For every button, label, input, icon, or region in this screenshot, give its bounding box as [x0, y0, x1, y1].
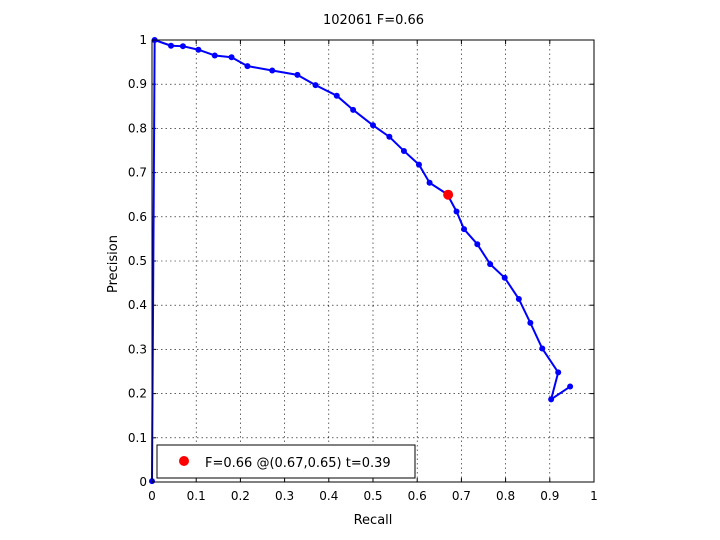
x-tick-label: 1 — [590, 489, 598, 503]
chart-title: 102061 F=0.66 — [323, 13, 424, 28]
pr-curve-point — [400, 147, 407, 154]
pr-curve-point — [294, 71, 301, 78]
y-tick-label: 0.9 — [128, 77, 147, 91]
x-tick-label: 0.1 — [187, 489, 206, 503]
x-tick-label: 0.7 — [452, 489, 471, 503]
y-tick-label: 0.4 — [128, 298, 147, 312]
best-f-point — [443, 189, 454, 200]
y-tick-labels: 0 0.1 0.2 0.3 0.4 0.5 0.6 0.7 0.8 0.9 1 — [128, 33, 147, 489]
pr-curve-point — [567, 383, 574, 390]
pr-curve-point — [515, 296, 522, 303]
x-tick-label: 0.5 — [363, 489, 382, 503]
grid — [152, 40, 594, 482]
pr-curve-point — [415, 161, 422, 168]
pr-curve-point — [386, 133, 393, 140]
y-tick-label: 0.7 — [128, 166, 147, 180]
x-tick-label: 0.2 — [231, 489, 250, 503]
pr-curve-point — [370, 122, 376, 129]
x-tick-label: 0 — [148, 489, 156, 503]
pr-curve-point — [426, 179, 433, 186]
pr-curve-point — [312, 82, 319, 89]
legend-label: F=0.66 @(0.67,0.65) t=0.39 — [205, 456, 391, 471]
pr-curve-point — [228, 54, 235, 61]
pr-curve-point — [487, 261, 494, 268]
x-tick-label: 0.9 — [540, 489, 559, 503]
y-tick-label: 0.5 — [128, 254, 147, 268]
pr-curve-point — [474, 241, 481, 248]
pr-curve-point — [333, 92, 340, 99]
pr-curve-point — [555, 369, 562, 376]
y-axis-label: Precision — [106, 235, 121, 293]
x-axis-label: Recall — [354, 513, 393, 528]
pr-curve-point — [527, 319, 534, 326]
x-tick-labels: 0 0.1 0.2 0.3 0.4 0.5 0.6 0.7 0.8 0.9 1 — [148, 489, 598, 503]
y-tick-label: 0.1 — [128, 431, 147, 445]
y-tick-label: 0.2 — [128, 387, 147, 401]
pr-curve-point — [350, 106, 357, 113]
pr-curve-point — [244, 63, 251, 70]
pr-curve-point — [211, 52, 218, 59]
pr-curve-point — [548, 396, 555, 403]
legend-box — [156, 444, 416, 479]
pr-curve-point — [179, 43, 186, 50]
series-layer — [149, 37, 574, 485]
y-tick-label: 0.8 — [128, 121, 147, 135]
pr-curve-point — [195, 46, 202, 53]
pr-curve-point — [539, 345, 546, 352]
y-tick-label: 0.6 — [128, 210, 147, 224]
x-tick-label: 0.4 — [319, 489, 338, 503]
legend-marker — [179, 456, 189, 466]
y-tick-label: 0.3 — [128, 342, 147, 356]
x-tick-label: 0.6 — [408, 489, 427, 503]
plot-frame — [151, 39, 595, 483]
x-tick-label: 0.3 — [275, 489, 294, 503]
pr-curve-point — [453, 208, 460, 215]
pr-curve-point — [168, 42, 175, 49]
x-tick-label: 0.8 — [496, 489, 515, 503]
pr-curve-point — [269, 67, 276, 74]
pr-curve-point — [461, 226, 468, 233]
y-tick-label: 0 — [139, 475, 147, 489]
y-tick-label: 1 — [139, 33, 147, 47]
pr-curve-point — [501, 274, 508, 281]
legend: F=0.66 @(0.67,0.65) t=0.39 — [156, 444, 416, 479]
